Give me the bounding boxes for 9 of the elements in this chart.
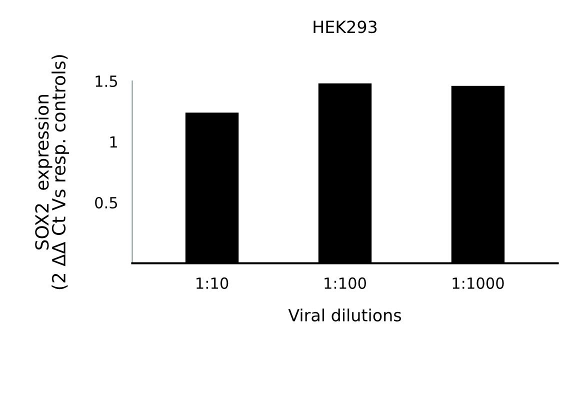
x-tick-label: 1:10 xyxy=(196,277,228,289)
x-tick-label: 1:1000 xyxy=(452,277,504,289)
x-tick-label: 1:100 xyxy=(324,277,366,289)
y-tick-label: 1.5 xyxy=(96,76,118,88)
y-tick-label: 0.5 xyxy=(95,196,118,209)
x-axis-title: Viral dilutions xyxy=(288,308,402,322)
y-tick-label: 1 xyxy=(110,136,117,148)
chart-title: HEK293 xyxy=(314,20,377,34)
y-axis-title: SOX2 expression (2 ΔΔ Ct Vs resp. controls) xyxy=(34,55,70,290)
